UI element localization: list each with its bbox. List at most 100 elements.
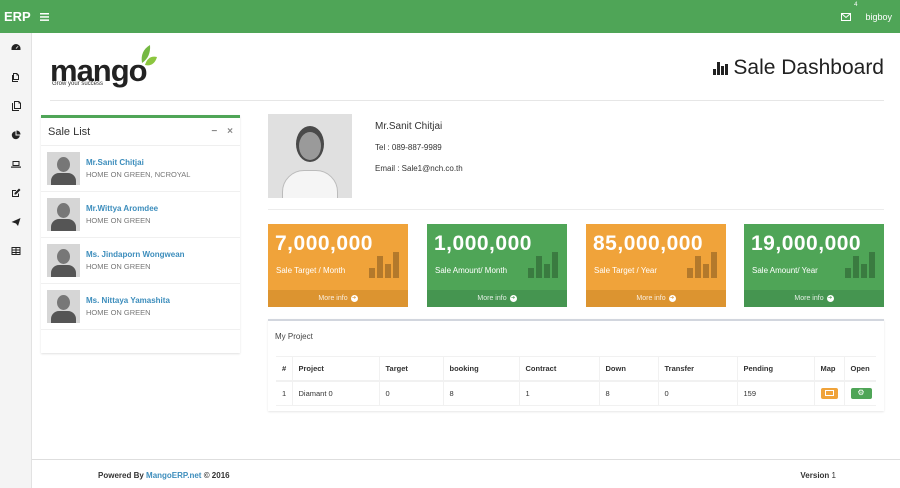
more-info-link[interactable]: More info ➜ xyxy=(744,290,884,307)
page-title-text: Sale Dashboard xyxy=(733,56,884,79)
cell-project: Diamant 0 xyxy=(292,380,380,406)
footer-version: 1 xyxy=(831,471,836,480)
user-menu[interactable]: bigboy xyxy=(865,11,892,22)
cell-down: 8 xyxy=(599,380,659,406)
column-header: # xyxy=(276,356,293,382)
stat-label: Sale Target / Month xyxy=(276,266,346,275)
open-button[interactable]: ⚙ xyxy=(850,387,872,399)
sale-list-item[interactable]: Ms. Nittaya Yamashita HOME ON GREEN xyxy=(41,284,240,330)
close-icon[interactable]: × xyxy=(227,126,233,137)
avatar xyxy=(47,290,80,323)
profile-info: Mr.Sanit Chitjai Tel : 089-887-9989 Emai… xyxy=(375,121,463,173)
header-divider xyxy=(50,100,884,101)
more-info-label: More info xyxy=(318,295,348,302)
dashboard-icon[interactable] xyxy=(0,33,32,62)
cell-number: 1 xyxy=(276,380,293,406)
brand-label[interactable]: ERP xyxy=(4,9,31,24)
stat-box-sale-amount-month: 1,000,000 Sale Amount/ Month More info ➜ xyxy=(427,224,567,307)
edit-icon[interactable] xyxy=(0,178,32,207)
more-info-link[interactable]: More info ➜ xyxy=(268,290,408,307)
more-info-link[interactable]: More info ➜ xyxy=(427,290,567,307)
top-navbar: ERP 4 bigboy xyxy=(0,0,900,33)
column-header: Map xyxy=(814,356,845,382)
stat-value: 1,000,000 xyxy=(434,232,532,255)
profile-email: Email : Sale1@nch.co.th xyxy=(375,164,463,173)
avatar xyxy=(47,244,80,277)
profile-phone: Tel : 089-887-9989 xyxy=(375,143,442,152)
cell-target: 0 xyxy=(379,380,444,406)
stat-box-sale-target-month: 7,000,000 Sale Target / Month More info ➜ xyxy=(268,224,408,307)
cell-pending: 159 xyxy=(737,380,815,406)
footer-powered-by: Powered By xyxy=(98,471,144,480)
cell-map xyxy=(814,380,845,406)
sale-list-item[interactable]: Mr.Wittya Aromdee HOME ON GREEN xyxy=(41,192,240,238)
column-header: Project xyxy=(292,356,380,382)
stat-label: Sale Amount/ Month xyxy=(435,266,508,275)
stat-label: Sale Target / Year xyxy=(594,266,658,275)
cell-transfer: 0 xyxy=(658,380,738,406)
table-icon[interactable] xyxy=(0,236,32,265)
collapse-icon[interactable]: − xyxy=(211,126,218,137)
bar-chart-icon xyxy=(528,250,558,278)
sale-person-location: HOME ON GREEN xyxy=(86,216,151,225)
mango-logo: mango Grow your success xyxy=(50,43,160,91)
sale-list-item[interactable]: Ms. Jindaporn Wongwean HOME ON GREEN xyxy=(41,238,240,284)
map-button[interactable] xyxy=(820,387,838,399)
column-header: Pending xyxy=(737,356,815,382)
copy-icon[interactable] xyxy=(0,91,32,120)
logo-tagline: Grow your success xyxy=(52,81,104,87)
footer: Powered By MangoERP.net © 2016 Version 1 xyxy=(32,459,900,488)
sale-person-name[interactable]: Mr.Sanit Chitjai xyxy=(86,158,144,167)
cell-booking: 8 xyxy=(443,380,520,406)
column-header: Contract xyxy=(519,356,600,382)
my-project-panel: My Project # Project Target booking Cont… xyxy=(268,319,884,411)
files-icon[interactable] xyxy=(0,62,32,91)
column-header: Target xyxy=(379,356,444,382)
arrow-circle-right-icon: ➜ xyxy=(826,295,834,302)
sale-person-location: HOME ON GREEN xyxy=(86,262,151,271)
arrow-circle-right-icon: ➜ xyxy=(350,295,358,302)
sale-person-location: HOME ON GREEN, NCROYAL xyxy=(86,170,191,179)
sale-person-name[interactable]: Ms. Nittaya Yamashita xyxy=(86,296,170,305)
table-row: 1 Diamant 0 0 8 1 8 0 159 ⚙ xyxy=(276,380,876,406)
mail-icon[interactable]: 4 xyxy=(841,2,857,26)
more-info-label: More info xyxy=(636,295,666,302)
sale-person-name[interactable]: Mr.Wittya Aromdee xyxy=(86,204,159,213)
avatar xyxy=(47,198,80,231)
column-header: Open xyxy=(844,356,876,382)
sidebar xyxy=(0,33,32,488)
bar-chart-icon xyxy=(687,250,717,278)
profile-photo xyxy=(268,114,352,198)
footer-link[interactable]: MangoERP.net xyxy=(146,471,202,480)
pie-chart-icon[interactable] xyxy=(0,120,32,149)
sale-list-item[interactable]: Mr.Sanit Chitjai HOME ON GREEN, NCROYAL xyxy=(41,146,240,192)
stat-value: 19,000,000 xyxy=(751,232,862,255)
stat-label: Sale Amount/ Year xyxy=(752,266,818,275)
column-header: booking xyxy=(443,356,520,382)
footer-version-label: Version xyxy=(800,471,830,480)
stat-value: 7,000,000 xyxy=(275,232,373,255)
bar-chart-icon xyxy=(845,250,875,278)
sale-person-name[interactable]: Ms. Jindaporn Wongwean xyxy=(86,250,185,259)
send-icon[interactable] xyxy=(0,207,32,236)
more-info-label: More info xyxy=(794,295,824,302)
table-header-row: # Project Target booking Contract Down T… xyxy=(276,356,876,382)
stat-box-sale-amount-year: 19,000,000 Sale Amount/ Year More info ➜ xyxy=(744,224,884,307)
bar-chart-icon xyxy=(369,250,399,278)
laptop-icon[interactable] xyxy=(0,149,32,178)
cell-contract: 1 xyxy=(519,380,600,406)
avatar xyxy=(47,152,80,185)
menu-toggle-icon[interactable] xyxy=(40,9,49,24)
arrow-circle-right-icon: ➜ xyxy=(509,295,517,302)
profile-name: Mr.Sanit Chitjai xyxy=(375,121,443,132)
gear-icon: ⚙ xyxy=(857,388,865,398)
project-table: # Project Target booking Contract Down T… xyxy=(276,356,876,406)
more-info-link[interactable]: More info ➜ xyxy=(586,290,726,307)
arrow-circle-right-icon: ➜ xyxy=(668,295,676,302)
profile-divider xyxy=(268,209,884,210)
footer-copyright: © 2016 xyxy=(203,471,230,480)
mail-count-badge: 4 xyxy=(854,1,858,8)
map-icon xyxy=(824,390,834,397)
sale-list-panel: Sale List − × Mr.Sanit Chitjai HOME ON G… xyxy=(41,115,240,353)
more-info-label: More info xyxy=(477,295,507,302)
